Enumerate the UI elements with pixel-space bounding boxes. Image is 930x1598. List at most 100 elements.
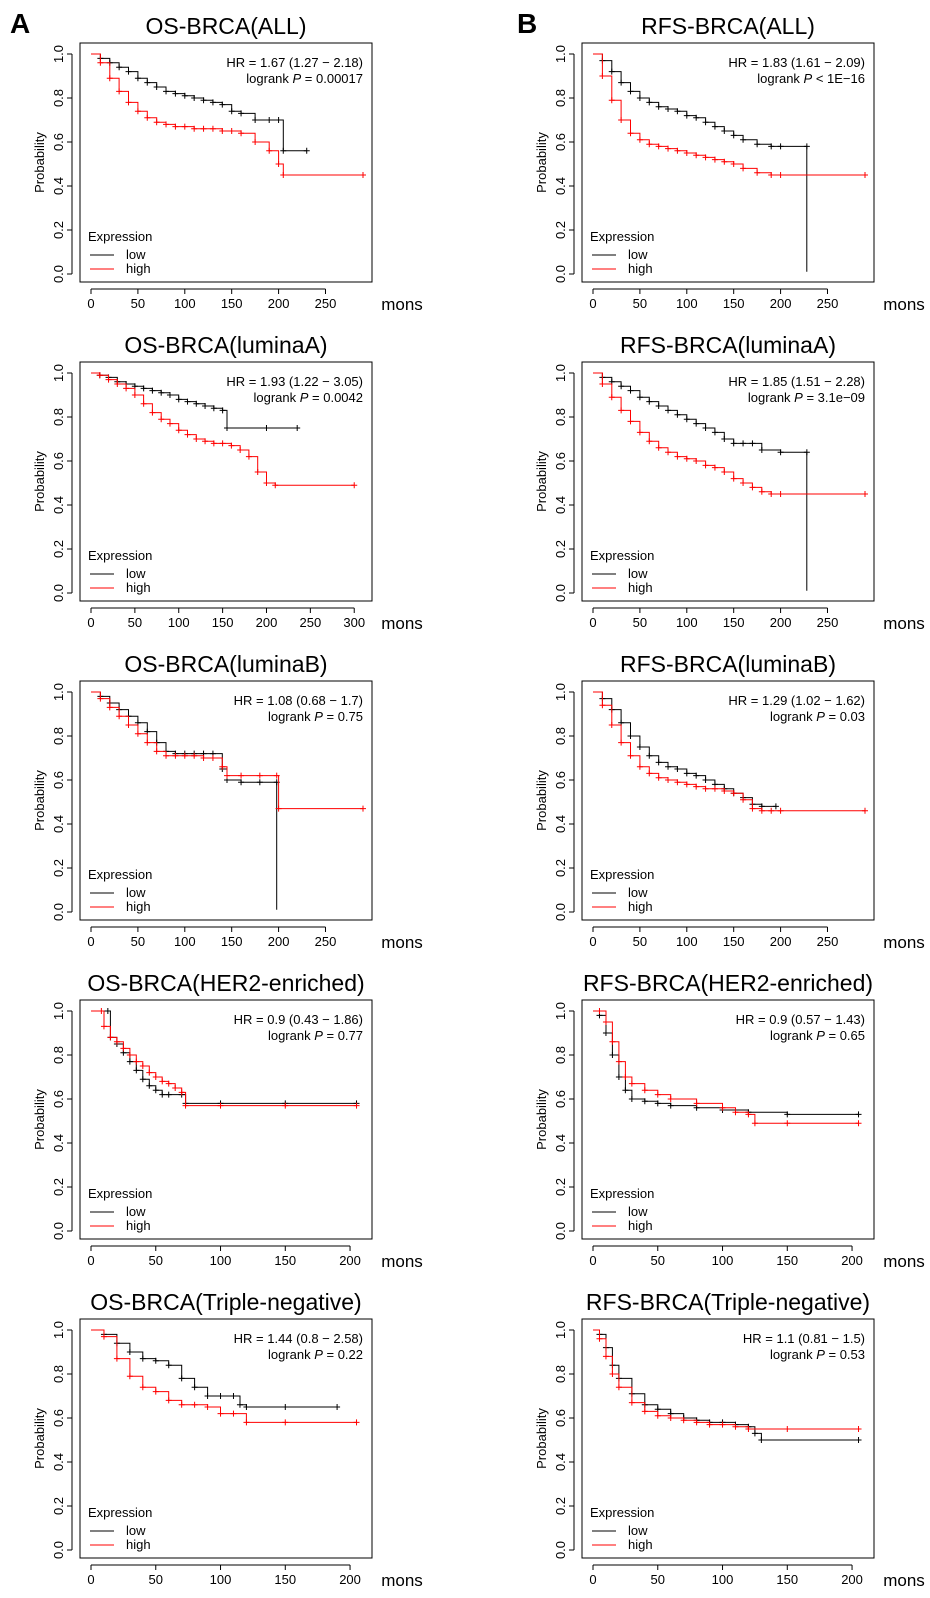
km-curve-low [593,691,776,807]
chart-title: OS-BRCA(luminaB) [124,651,327,677]
censor-mark [334,1404,341,1410]
y-axis-label: Probability [32,1089,47,1150]
y-tick-label: 0.6 [51,771,66,789]
legend-label-high: high [628,580,653,595]
censor-mark [740,136,747,143]
censor-mark [165,1091,172,1098]
censor-mark [238,772,245,779]
censor-mark [204,1393,211,1399]
censor-mark [107,1034,114,1041]
legend-label-high: high [126,261,151,276]
censor-mark [113,1038,120,1045]
censor-mark [282,1419,289,1426]
censor-mark [711,156,718,163]
y-tick-label: 0.0 [553,265,568,283]
censor-mark [641,1098,648,1105]
censor-mark [275,161,282,167]
censor-mark [133,1067,140,1074]
x-tick-label: 0 [87,296,94,311]
censor-mark [784,1120,791,1127]
x-tick-label: 0 [589,296,596,311]
censor-mark [256,772,263,779]
censor-mark [166,392,173,398]
censor-mark [219,128,226,134]
censor-mark [758,488,765,495]
plot-frame [79,42,373,283]
legend-title: Expression [88,1186,152,1201]
censor-mark [596,1008,603,1014]
censor-mark [280,172,287,178]
x-tick-label: 50 [633,296,647,311]
y-axis-label: Probability [534,1089,549,1150]
censor-mark [683,416,690,423]
censor-mark [191,125,198,132]
censor-mark [646,141,653,148]
censor-mark [149,387,156,394]
y-tick-label: 0.8 [553,1046,568,1064]
censor-mark [608,97,615,104]
x-axis: 0 50 100 150 200 mons [589,1245,925,1271]
km-chart-1: OS-BRCA(ALL) 0 50 100 150 200 250 mons 0.0 0.2 0.4… [32,13,423,314]
y-tick-label: 1.0 [553,1321,568,1339]
x-tick-label: 0 [87,1253,94,1268]
censor-mark [193,400,200,407]
censor-mark [721,128,728,134]
censor-mark [654,1091,661,1098]
censor-mark [615,1058,622,1065]
hr-text: HR = 1.08 (0.68 − 1.7) [234,693,363,708]
y-tick-label: 0.6 [553,1409,568,1427]
y-axis: 0.0 0.2 0.4 0.6 0.8 1.0 Probability [534,683,575,921]
censor-mark [152,1388,159,1395]
censor-mark [158,416,165,423]
chart-title: OS-BRCA(luminaA) [124,332,327,358]
km-chart-7: OS-BRCA(HER2-enriched) 0 50 100 150 200 mons 0.… [32,970,423,1271]
censor-mark [608,394,615,401]
hr-annotation: HR = 1.08 (0.68 − 1.7)logrank P = 0.75 [234,693,363,724]
y-tick-label: 0.0 [51,265,66,283]
chart-title: RFS-BRCA(luminaB) [620,651,836,677]
censor-mark [252,139,259,145]
censor-mark [200,125,207,132]
y-tick-label: 1.0 [553,1002,568,1020]
censor-mark [693,783,700,790]
series-low [593,372,810,591]
censor-mark [641,1087,648,1094]
censor-mark [266,117,273,123]
censor-mark [134,730,141,737]
censor-mark [184,431,191,438]
x-tick-label: 200 [339,1253,361,1268]
censor-mark [114,381,121,387]
censor-mark [243,1419,250,1426]
censor-mark [163,88,170,95]
censor-mark [217,1102,224,1109]
censor-mark [105,376,112,383]
censor-mark [665,145,672,152]
censor-mark [153,748,160,755]
legend-label-low: low [126,1523,146,1538]
censor-mark [777,807,784,814]
censor-mark [165,1080,172,1087]
x-tick-label: 200 [770,615,792,630]
censor-mark [683,112,690,119]
censor-mark [159,1078,166,1085]
censor-mark [193,436,200,442]
censor-mark [730,132,737,139]
censor-mark [702,425,709,431]
censor-mark [655,759,662,766]
censor-mark [772,803,779,810]
km-chart-10: RFS-BRCA(Triple-negative) 0 50 100 150 200 mon… [534,1289,925,1590]
censor-mark [144,739,151,746]
km-curve-low [593,372,808,591]
censor-mark [622,1087,629,1094]
x-axis: 0 50 100 150 200 mons [589,1564,925,1590]
censor-mark [711,785,718,792]
logrank-text: logrank P = 0.22 [268,1347,363,1362]
x-tick-label: 250 [315,296,337,311]
hr-annotation: HR = 0.9 (0.57 − 1.43)logrank P = 0.65 [736,1012,865,1043]
censor-mark [125,722,132,728]
censor-mark [178,1089,185,1096]
censor-mark [719,1104,726,1111]
